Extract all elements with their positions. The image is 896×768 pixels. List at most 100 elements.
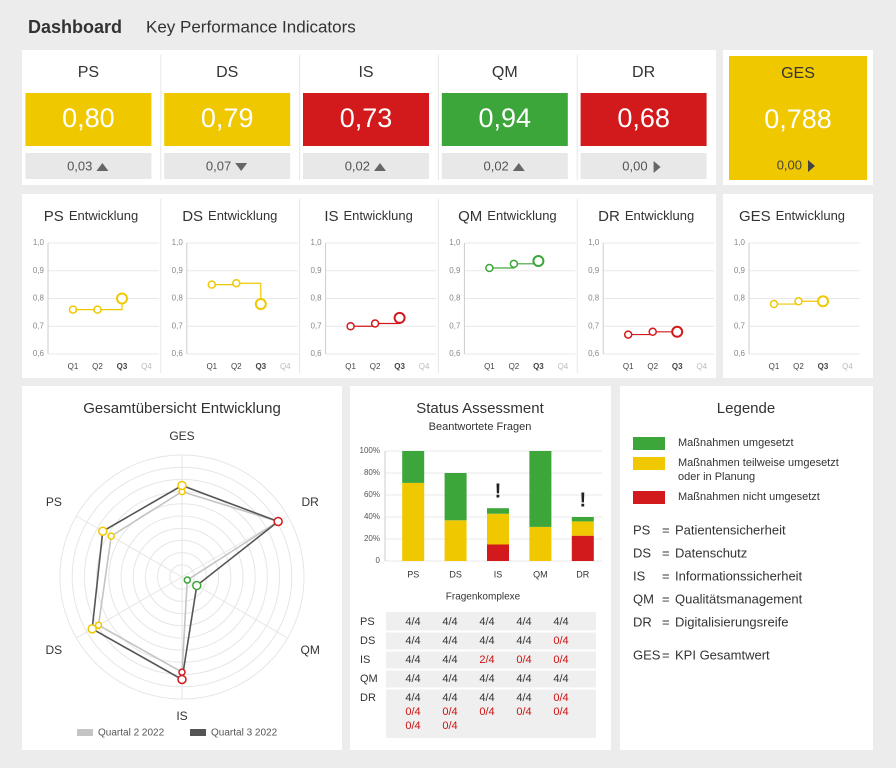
chart-title: GES Entwicklung [739,208,845,225]
cell: 4/4 [479,635,494,647]
y-tick-label: 1,0 [33,238,45,247]
chart-title: Gesamtübersicht Entwicklung [83,400,281,417]
kpi-change: 0,00 [777,157,802,172]
y-tick-label: 0,7 [734,321,746,330]
cell: 4/4 [405,692,420,704]
x-tick-label: Q2 [92,362,103,371]
alert: ! [495,480,502,502]
y-tick-label: 0,9 [310,266,322,275]
legend-label: Quartal 2 2022 [98,728,165,739]
y-tick-label: 0,8 [33,294,45,303]
bar-segment [487,544,509,561]
x-tick-label: Q3 [672,362,683,371]
y-tick-label: 0,8 [310,294,322,303]
point [178,668,186,676]
point [393,311,406,324]
x-tick-label: Q4 [696,362,707,371]
cell: 4/4 [516,635,531,647]
point [93,305,102,314]
x-tick-label: Q1 [769,362,780,371]
bar-segment [571,517,594,522]
bar-segment [571,535,594,561]
y-tick-label: 0,7 [449,321,461,330]
kpi-change: 0,02 [345,158,370,173]
chart-title: QM Entwicklung [458,208,557,225]
x-tick-label: Q1 [623,362,634,371]
y-tick-label: 0,6 [310,349,322,358]
trend-arrow [96,163,109,171]
cell: 4/4 [442,616,457,628]
kpi-value: 0,788 [764,104,832,134]
point [87,624,97,634]
y-tick-label: 1,0 [310,238,322,247]
trend-arrow [235,163,248,171]
title-code: DR [598,208,620,225]
abbr-text: Datenschutz [675,545,747,560]
title-text: Entwicklung [208,208,277,223]
kpi-change: 0,02 [483,158,508,173]
x-tick-label: Q3 [255,362,266,371]
change-box [164,153,291,179]
legend-swatch [633,457,665,470]
row-label: DR [360,692,376,704]
abbr-separator: = [662,522,670,537]
axis-label: IS [176,709,187,723]
abbr-code: DS [633,545,651,560]
abbr-separator: = [662,614,670,629]
row-label: DS [360,635,375,647]
axis-label: DR [301,495,319,509]
kpi-box [164,93,291,146]
cell: 0/4 [405,720,420,732]
y-tick-label: 0,8 [588,294,600,303]
point [177,480,187,491]
abbr-code: DR [633,614,652,629]
bar-segment [444,473,467,521]
y-tick-label: 0,7 [172,321,184,330]
title-text: Entwicklung [776,208,845,223]
y-tick-label: 0,6 [172,349,184,358]
bar-segment [571,521,594,536]
x-tick-label: Q1 [68,362,79,371]
point [623,330,633,339]
kpi-change: 0,00 [622,158,647,173]
kpi-name: QM [492,64,518,81]
cell: 4/4 [553,616,568,628]
row-label: QM [360,673,378,685]
row-label: IS [360,654,370,666]
point [817,295,829,308]
kpi-box [580,93,707,146]
point [116,292,128,305]
x-tick-label: Q4 [419,362,430,371]
cell: 4/4 [516,692,531,704]
kpi-name: IS [358,64,373,81]
x-tick-label: Q1 [484,362,495,371]
cell: 0/4 [516,654,531,666]
cell: 0/4 [553,706,568,718]
title-code: PS [44,208,64,225]
y-tick-label: 40% [364,512,380,521]
y-tick-label: 0,6 [588,349,600,358]
x-tick-label: Q4 [558,362,569,371]
legend-label: Quartal 3 2022 [211,728,278,739]
title-text: Entwicklung [487,208,556,223]
x-tick-label: PS [407,569,419,579]
kpi-value: 0,68 [617,103,670,133]
y-tick-label: 1,0 [734,238,746,247]
abbr-code: PS [633,522,651,537]
point [254,298,267,311]
bar-segment [402,482,425,561]
chart-subtitle: Beantwortete Fragen [429,421,532,433]
x-tick-label: Q2 [509,362,520,371]
cell: 4/4 [516,673,531,685]
x-tick-label: Q2 [647,362,658,371]
point [94,621,103,629]
point [68,305,78,314]
kpi-value: 0,94 [479,103,532,133]
y-tick-label: 60% [364,490,380,499]
chart-title: DR Entwicklung [598,208,694,225]
title-code: DS [182,208,203,225]
axis-label: DS [45,643,62,657]
kpi-change: 0,03 [67,158,92,173]
y-tick-label: 80% [364,468,380,477]
point [794,297,803,306]
